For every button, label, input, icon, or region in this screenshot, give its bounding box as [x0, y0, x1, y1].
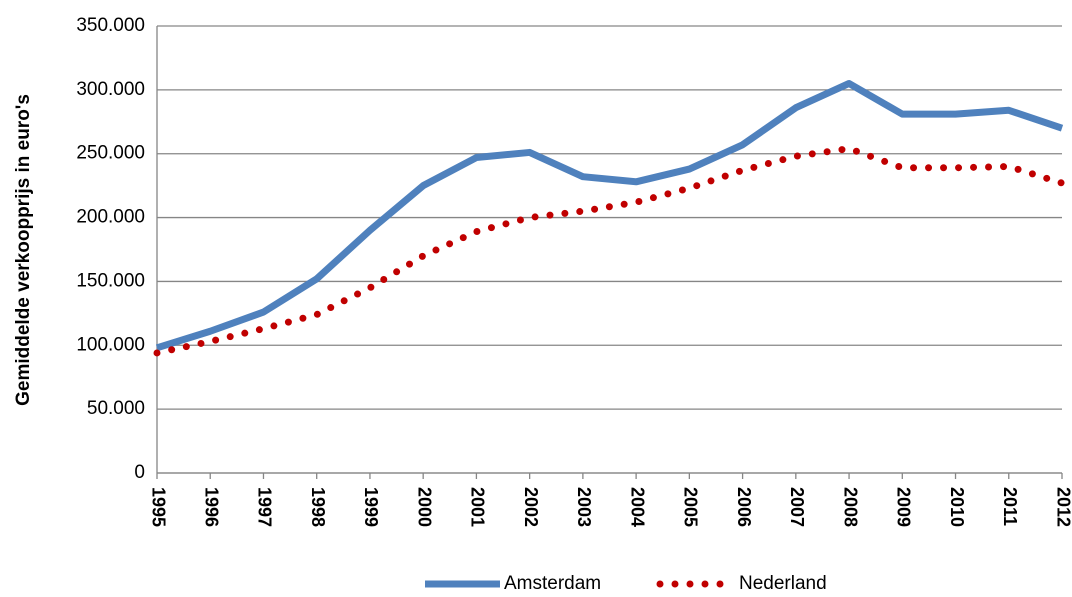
series-line [153, 145, 1066, 357]
x-tick-label: 2001 [468, 487, 488, 527]
y-tick-label: 50.000 [87, 398, 145, 419]
x-tick-label: 1995 [148, 487, 168, 527]
y-tick-label: 100.000 [76, 334, 145, 355]
x-tick-label: 2007 [787, 487, 807, 527]
legend-label: Amsterdam [504, 573, 601, 594]
x-tick-label: 1999 [361, 487, 381, 527]
x-tick-label: 2003 [574, 487, 594, 527]
y-tick-label: 250.000 [76, 143, 145, 164]
y-axis-title: Gemiddelde verkoopprijs in euro's [13, 94, 34, 406]
x-tick-label: 2000 [414, 487, 434, 527]
x-tick-label: 1997 [255, 487, 275, 527]
x-tick-label: 2008 [840, 487, 860, 527]
y-tick-label: 0 [134, 462, 145, 483]
x-tick-label: 2002 [521, 487, 541, 527]
x-tick-label: 2006 [734, 487, 754, 527]
x-tick-label: 2012 [1053, 487, 1072, 527]
x-tick-label: 2005 [681, 487, 701, 527]
y-tick-label: 150.000 [76, 270, 145, 291]
legend-label: Nederland [739, 573, 827, 594]
y-tick-label: 350.000 [76, 15, 145, 36]
x-tick-label: 2011 [1000, 487, 1020, 526]
series-line [155, 79, 1064, 352]
x-tick-label: 1998 [308, 487, 328, 527]
x-tick-label: 2010 [947, 487, 967, 527]
x-tick-label: 2009 [894, 487, 914, 527]
x-tick-label: 2004 [627, 487, 647, 527]
x-tick-label: 1996 [201, 487, 221, 527]
y-tick-label: 300.000 [76, 79, 145, 100]
y-tick-label: 200.000 [76, 207, 145, 228]
